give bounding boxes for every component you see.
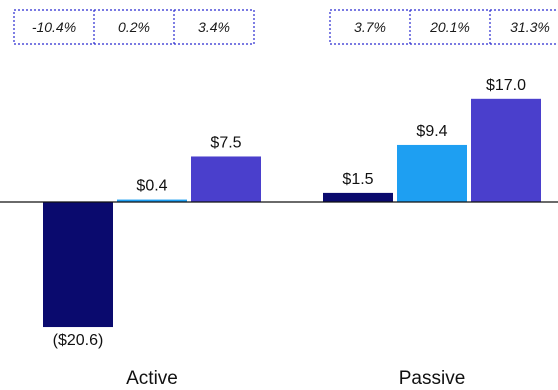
passive-value-label-2: $9.4 [416, 123, 447, 140]
active-percent-box: -10.4% 0.2% 3.4% [13, 9, 255, 45]
passive-bar-1 [323, 192, 393, 202]
passive-percent-label-3: 31.3% [510, 19, 550, 35]
bars [43, 98, 541, 328]
active-category-label: Active [126, 368, 178, 389]
active-bar-3 [191, 156, 261, 202]
passive-bar-2 [397, 144, 467, 202]
active-value-label-1: ($20.6) [53, 332, 104, 349]
active-bar-2 [117, 199, 187, 202]
active-value-label-3: $7.5 [210, 134, 241, 151]
value-labels: ($20.6) $0.4 $7.5 $1.5 $9.4 $17.0 [53, 77, 526, 349]
passive-percent-label-1: 3.7% [354, 19, 386, 35]
category-labels: Active Passive [126, 368, 465, 389]
active-percent-label-2: 0.2% [118, 19, 150, 35]
passive-category-label: Passive [399, 368, 466, 389]
active-percent-label-1: -10.4% [32, 19, 76, 35]
active-percent-label-3: 3.4% [198, 19, 230, 35]
active-value-label-2: $0.4 [136, 178, 167, 195]
active-percent-box-border [13, 9, 255, 45]
passive-value-label-3: $17.0 [486, 77, 526, 94]
passive-bar-3 [471, 98, 541, 202]
passive-percent-box: 3.7% 20.1% 31.3% [329, 9, 558, 45]
passive-value-label-1: $1.5 [342, 171, 373, 188]
passive-percent-label-2: 20.1% [429, 19, 470, 35]
passive-percent-box-border [329, 9, 558, 45]
active-bar-1 [43, 202, 113, 328]
percent-boxes: -10.4% 0.2% 3.4% 3.7% 20.1% 31.3% [13, 9, 558, 45]
